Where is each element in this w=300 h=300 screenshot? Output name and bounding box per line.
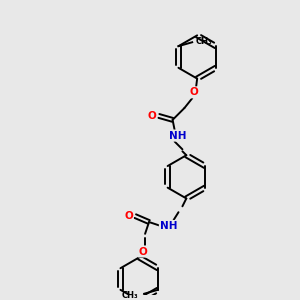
Text: O: O <box>124 211 133 221</box>
Text: NH: NH <box>169 130 186 141</box>
Text: O: O <box>139 247 148 256</box>
Text: CH₃: CH₃ <box>122 291 138 300</box>
Text: NH: NH <box>160 221 177 231</box>
Text: O: O <box>190 87 199 97</box>
Text: CH₃: CH₃ <box>196 37 213 46</box>
Text: O: O <box>148 111 156 121</box>
